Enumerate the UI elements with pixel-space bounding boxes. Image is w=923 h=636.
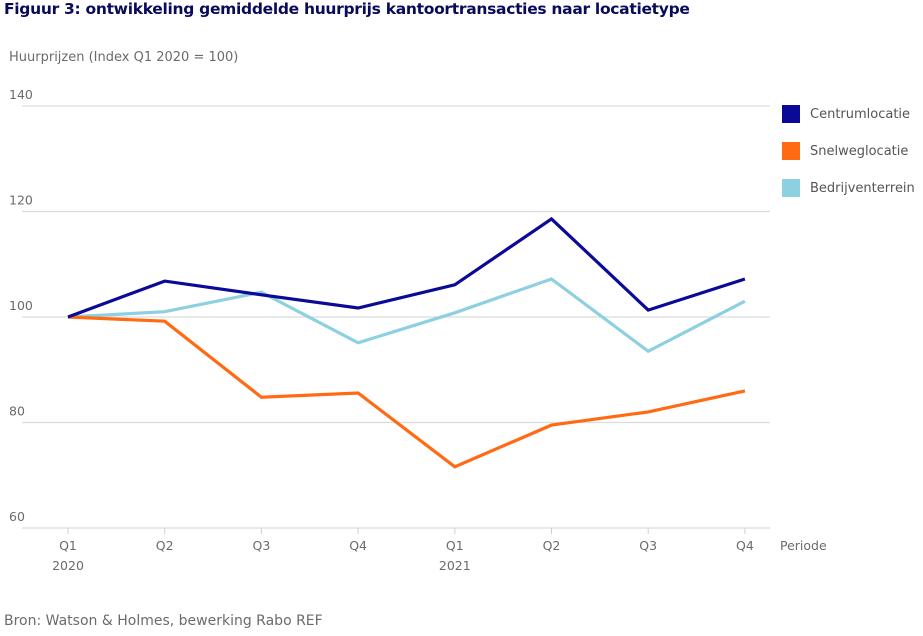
x-tick-label: Q2 bbox=[156, 538, 174, 553]
y-tick-label: 80 bbox=[9, 404, 25, 419]
legend: Centrumlocatie Snelweglocatie Bedrijvent… bbox=[782, 104, 915, 215]
gridlines bbox=[22, 105, 770, 529]
series-line-snelweglocatie bbox=[67, 315, 746, 469]
source-note: Bron: Watson & Holmes, bewerking Rabo RE… bbox=[4, 613, 323, 629]
y-tick-labels: 60 80 100 120 140 bbox=[9, 87, 33, 524]
y-tick-label: 100 bbox=[9, 298, 33, 313]
x-tick-label: Q4 bbox=[736, 538, 754, 553]
legend-swatch bbox=[782, 179, 800, 197]
x-tick-label: Q3 bbox=[253, 538, 271, 553]
legend-item-centrumlocatie[interactable]: Centrumlocatie bbox=[782, 104, 915, 124]
y-tick-label: 140 bbox=[9, 87, 33, 102]
legend-swatch bbox=[782, 142, 800, 160]
x-tick-label: Q3 bbox=[639, 538, 657, 553]
x-tick-label: Q1 bbox=[446, 538, 464, 553]
y-tick-label: 60 bbox=[9, 509, 25, 524]
legend-label: Bedrijventerrein bbox=[810, 180, 915, 196]
x-ticks: Q1 2020 Q2 Q3 Q4 Q1 2021 Q2 Q3 Q4 bbox=[52, 528, 754, 573]
x-tick-label: Q1 bbox=[59, 538, 77, 553]
x-axis-label: Periode bbox=[780, 538, 827, 553]
legend-item-bedrijventerrein[interactable]: Bedrijventerrein bbox=[782, 178, 915, 198]
legend-label: Snelweglocatie bbox=[810, 143, 909, 159]
legend-swatch bbox=[782, 105, 800, 123]
y-tick-label: 120 bbox=[9, 193, 33, 208]
series-lines bbox=[67, 216, 746, 469]
series-line-bedrijventerrein bbox=[67, 277, 746, 354]
x-tick-label: Q4 bbox=[349, 538, 367, 553]
series-line-centrumlocatie bbox=[67, 216, 746, 319]
x-tick-year-label: 2020 bbox=[52, 558, 84, 573]
x-tick-label: Q2 bbox=[543, 538, 561, 553]
legend-label: Centrumlocatie bbox=[810, 106, 911, 122]
legend-item-snelweglocatie[interactable]: Snelweglocatie bbox=[782, 141, 915, 161]
chart-title: Figuur 3: ontwikkeling gemiddelde huurpr… bbox=[4, 0, 690, 18]
y-axis-label: Huurprijzen (Index Q1 2020 = 100) bbox=[9, 50, 239, 65]
x-tick-year-label: 2021 bbox=[439, 558, 471, 573]
